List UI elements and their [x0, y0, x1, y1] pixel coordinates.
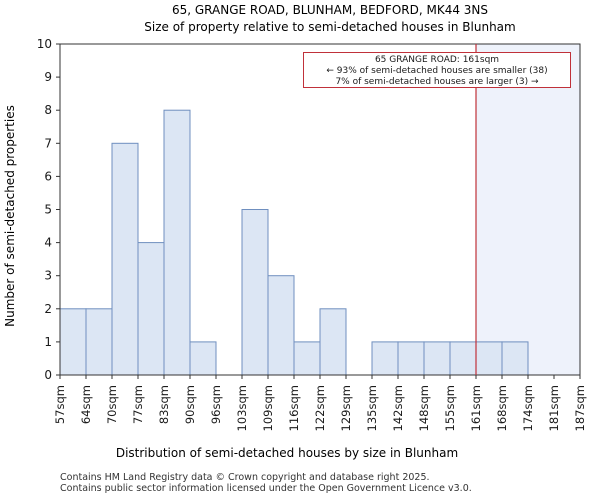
chart-title-line2: Size of property relative to semi-detach…	[144, 20, 515, 34]
bar-77sqm	[137, 242, 165, 376]
x-tick-label: 135sqm	[365, 385, 379, 431]
bar-57sqm	[59, 308, 87, 376]
bar-83sqm	[163, 109, 191, 376]
x-tick-label: 129sqm	[339, 385, 353, 431]
x-tick-label: 168sqm	[495, 385, 509, 431]
y-tick-label: 1	[44, 335, 52, 349]
x-tick-label: 103sqm	[235, 385, 249, 431]
x-tick-label: 161sqm	[469, 385, 483, 431]
footer-line2: Contains public sector information licen…	[60, 483, 472, 494]
y-tick-label: 0	[44, 368, 52, 382]
x-tick-label: 181sqm	[547, 385, 561, 431]
x-tick-label: 148sqm	[417, 385, 431, 431]
x-tick-label: 142sqm	[391, 385, 405, 431]
x-tick-label: 64sqm	[79, 385, 93, 424]
x-tick-label: 57sqm	[53, 385, 67, 424]
y-tick-label: 9	[44, 70, 52, 84]
footer: Contains HM Land Registry data © Crown c…	[60, 472, 472, 494]
y-axis-label: Number of semi-detached properties	[3, 105, 17, 327]
x-tick-label: 174sqm	[521, 385, 535, 431]
bar-64sqm	[85, 308, 113, 376]
y-tick-label: 7	[44, 136, 52, 150]
bar-168sqm	[501, 341, 529, 376]
x-tick-label: 77sqm	[131, 385, 145, 424]
annotation-line2: ← 93% of semi-detached houses are smalle…	[326, 66, 548, 76]
x-tick-label: 90sqm	[183, 385, 197, 424]
y-tick-label: 3	[44, 269, 52, 283]
bar-109sqm	[267, 275, 295, 376]
x-tick-label: 83sqm	[157, 385, 171, 424]
y-tick-label: 10	[37, 37, 52, 51]
y-tick-label: 6	[44, 169, 52, 183]
bar-161sqm	[475, 341, 503, 376]
x-tick-label: 187sqm	[573, 385, 587, 431]
larger-region-shade	[476, 44, 580, 375]
y-tick-label: 4	[44, 236, 52, 250]
annotation-line3: 7% of semi-detached houses are larger (3…	[335, 77, 539, 87]
annotation-box: 65 GRANGE ROAD: 161sqm ← 93% of semi-det…	[303, 52, 571, 88]
bar-116sqm	[293, 341, 321, 376]
bar-103sqm	[241, 209, 269, 376]
x-tick-label: 96sqm	[209, 385, 223, 424]
bar-90sqm	[189, 341, 217, 376]
bar-135sqm	[371, 341, 399, 376]
x-tick-label: 109sqm	[261, 385, 275, 431]
bar-148sqm	[423, 341, 451, 376]
chart-title-line1: 65, GRANGE ROAD, BLUNHAM, BEDFORD, MK44 …	[172, 3, 488, 17]
x-tick-label: 155sqm	[443, 385, 457, 431]
x-axis-label: Distribution of semi-detached houses by …	[116, 446, 458, 460]
y-tick-label: 5	[44, 203, 52, 217]
annotation-line1: 65 GRANGE ROAD: 161sqm	[374, 55, 500, 65]
y-tick-label: 2	[44, 302, 52, 316]
x-tick-label: 116sqm	[287, 385, 301, 431]
bar-155sqm	[449, 341, 477, 376]
footer-line1: Contains HM Land Registry data © Crown c…	[60, 472, 430, 483]
bar-122sqm	[319, 308, 347, 376]
x-tick-label: 70sqm	[105, 385, 119, 424]
bar-70sqm	[111, 142, 139, 376]
x-tick-label: 122sqm	[313, 385, 327, 431]
y-tick-label: 8	[44, 103, 52, 117]
bar-142sqm	[397, 341, 425, 376]
